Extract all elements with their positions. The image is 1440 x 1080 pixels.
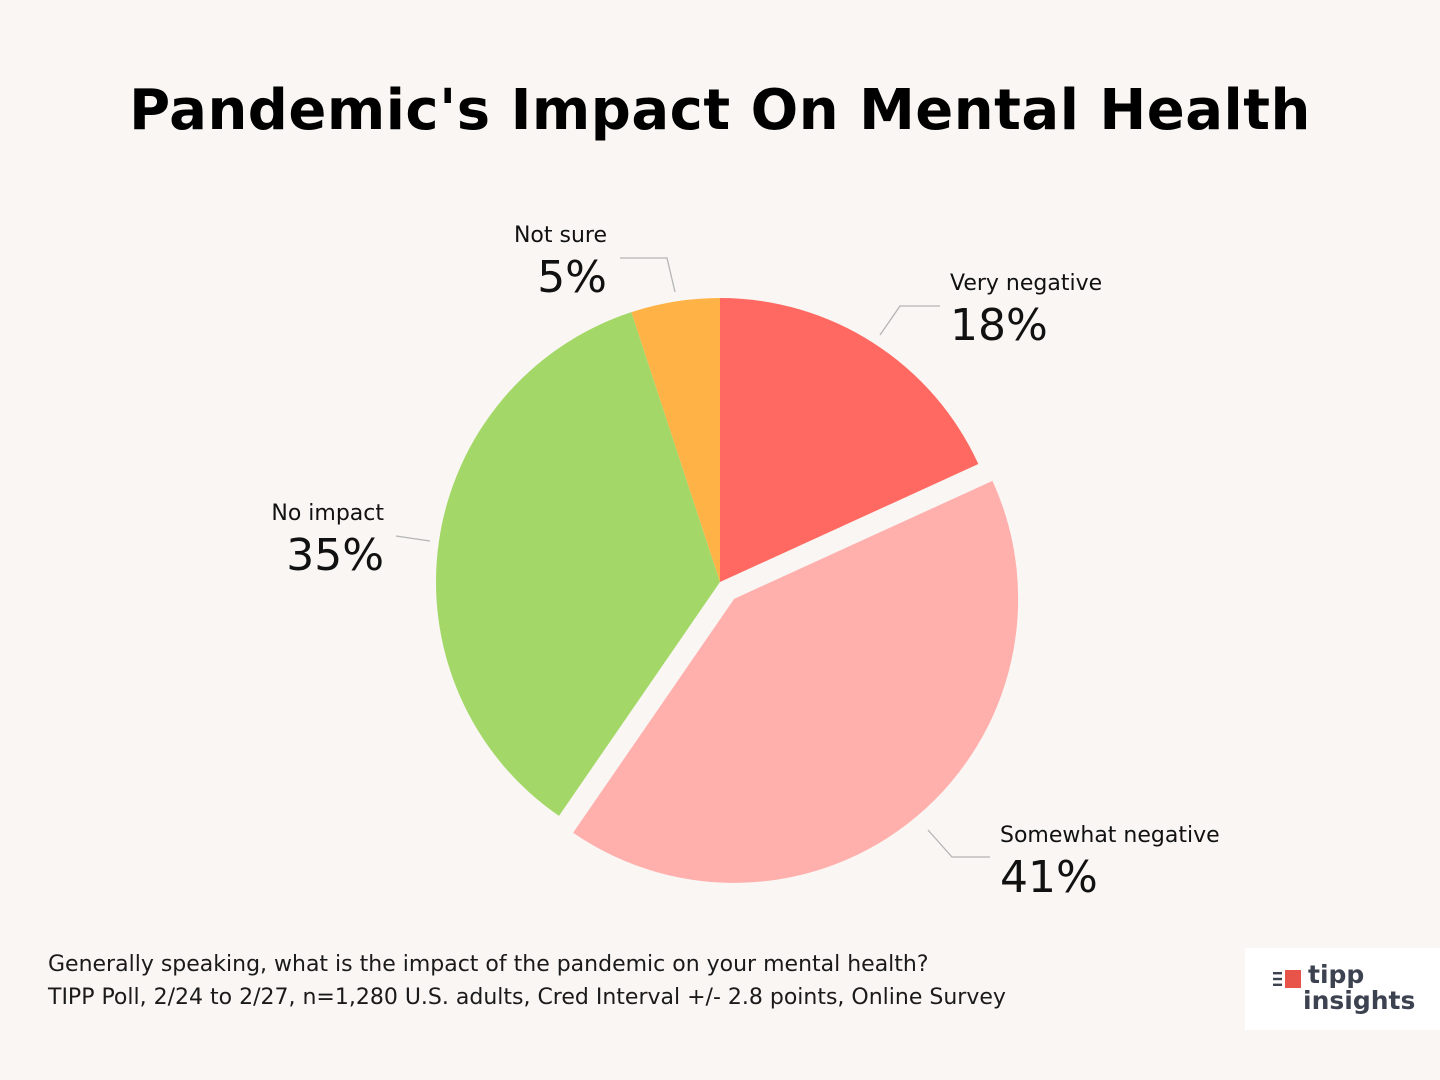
pie-chart: Very negative 18% Somewhat negative 41% No i… [271,223,1219,903]
leader-lines [395,257,990,858]
chart-title: Pandemic's Impact On Mental Health [129,78,1311,143]
pie-slices [436,298,1019,883]
leader-line [879,305,940,336]
slice-label-value: 5% [537,252,607,303]
pie-slice-somewhat-negative [573,480,1019,883]
chart-footer: Generally speaking, what is the impact o… [48,948,1006,1014]
tipp-insights-logo: tipp insights [1245,948,1440,1030]
pie-slice-not-sure [631,298,720,582]
pie-slice-no-impact [436,312,720,816]
slice-label-name: No impact [271,501,384,526]
leader-line [395,535,431,542]
leader-line [620,257,676,293]
leader-line [927,829,990,858]
survey-source: TIPP Poll, 2/24 to 2/27, n=1,280 U.S. ad… [48,985,1006,1010]
pie-slice-very-negative [720,298,979,582]
logo-word-insights: insights [1303,986,1416,1015]
slice-label-name: Somewhat negative [1000,823,1220,848]
slice-label-value: 18% [950,300,1048,351]
logo-word-tipp: tipp [1308,960,1365,989]
slice-labels: Very negative 18% Somewhat negative 41% No i… [271,223,1219,903]
slice-label-value: 35% [286,530,384,581]
slice-label-name: Very negative [950,271,1102,296]
slice-label-value: 41% [1000,852,1098,903]
logo-mark-icon [1273,970,1301,988]
survey-question: Generally speaking, what is the impact o… [48,952,929,977]
slice-label-name: Not sure [514,223,607,248]
